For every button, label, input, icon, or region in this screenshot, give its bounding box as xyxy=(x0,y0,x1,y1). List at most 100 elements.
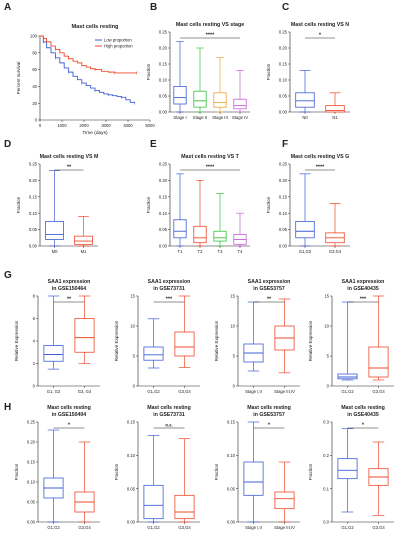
y-tick-label-G4: 15 xyxy=(324,294,329,299)
y-tick-label-C: 0.10 xyxy=(279,78,288,83)
y-tick-label-H4: 0.0 xyxy=(323,520,329,525)
x-tick-label-B: Stage IV xyxy=(232,115,248,120)
chart-title-H2: in GSE73731 xyxy=(153,412,185,418)
y-tick-label-H3: 0.00 xyxy=(227,520,236,525)
box-body-C xyxy=(295,92,315,108)
panel-label-A: A xyxy=(4,2,11,13)
y-axis-title-C: Fraction xyxy=(266,63,271,80)
x-tick-label-G2: G3,G4 xyxy=(178,389,191,394)
box-body-B xyxy=(173,86,187,105)
y-tick-label-G1: 0 xyxy=(33,384,36,389)
y-tick-label-A: 20 xyxy=(32,101,37,106)
x-tick-label-E: T4 xyxy=(238,249,244,254)
box-body-C xyxy=(325,105,345,113)
y-tick-label-H2: 0.15 xyxy=(127,420,136,425)
chart-title-H1: in GSE150404 xyxy=(52,412,86,418)
y-tick-label-G3: 10 xyxy=(230,324,235,329)
panel-label-E: E xyxy=(150,139,157,150)
y-tick-label-H1: 0.20 xyxy=(27,440,36,445)
box-body-B xyxy=(233,98,247,110)
y-tick-label-H1: 0.10 xyxy=(27,480,36,485)
chart-title-G4: SAA1 expression xyxy=(342,279,385,285)
x-tick-label-A: 5000 xyxy=(145,123,155,128)
y-tick-label-H4: 0.1 xyxy=(323,486,329,491)
x-tick-label-B: Stage II xyxy=(193,115,207,120)
survival-curve-0 xyxy=(40,35,136,104)
x-tick-label-E: T1 xyxy=(178,249,184,254)
x-tick-label-A: 2000 xyxy=(79,123,89,128)
chart-title-G2: SAA1 expression xyxy=(148,279,191,285)
y-tick-label-D: 0.00 xyxy=(29,244,38,249)
significance-label-D: ** xyxy=(67,165,72,171)
y-tick-label-H2: 0.00 xyxy=(127,520,136,525)
y-tick-label-D: 0.25 xyxy=(29,162,38,167)
chart-title-H2: Mast cells resting xyxy=(147,405,191,411)
chart-title-G1: in GSE150464 xyxy=(52,286,86,292)
chart-title-H1: Mast cells resting xyxy=(47,405,91,411)
legend-label-0: Low proportion xyxy=(104,38,132,43)
y-tick-label-F: 0.05 xyxy=(279,227,288,232)
box-body-G2 xyxy=(174,331,195,357)
y-tick-label-A: 0 xyxy=(35,118,38,123)
survival-curve-1 xyxy=(40,35,137,74)
box-body-G1 xyxy=(74,318,95,353)
x-tick-label-A: 0 xyxy=(39,123,42,128)
y-axis-title-A: Percent survival xyxy=(16,62,21,95)
y-tick-label-A: 100 xyxy=(30,34,38,39)
chart-title-H4: in GSE40435 xyxy=(347,412,379,418)
box-body-E xyxy=(173,219,187,239)
y-axis-title-G1: Relative Expression xyxy=(14,320,19,361)
y-axis-title-H2: Fraction xyxy=(114,463,119,480)
panel-label-D: D xyxy=(4,139,11,150)
chart-title-H3: in GSE53757 xyxy=(253,412,285,418)
box-body-H3 xyxy=(274,491,295,510)
y-tick-label-E: 0.15 xyxy=(159,194,168,199)
x-tick-label-H2: G3,G4 xyxy=(178,525,191,530)
box-body-H4 xyxy=(337,458,358,480)
legend-label-1: High proportion xyxy=(104,44,133,49)
panel-label-H1: H xyxy=(4,402,11,413)
y-tick-label-B: 0.25 xyxy=(159,30,168,35)
significance-label-G4: *** xyxy=(360,297,367,303)
y-tick-label-B: 0.20 xyxy=(159,46,168,51)
y-tick-label-E: 0.20 xyxy=(159,178,168,183)
y-axis-title-G2: Relative Expression xyxy=(114,320,119,361)
y-tick-label-G2: 15 xyxy=(130,294,135,299)
significance-label-F: **** xyxy=(316,165,325,171)
y-tick-label-H2: 0.10 xyxy=(127,453,136,458)
box-body-F xyxy=(295,220,315,239)
x-tick-label-F: G1,G2 xyxy=(299,249,312,254)
significance-label-G1: ** xyxy=(67,297,72,303)
y-tick-label-G1: 2 xyxy=(33,361,36,366)
y-tick-label-E: 0.25 xyxy=(159,162,168,167)
y-tick-label-H3: 0.05 xyxy=(227,486,236,491)
y-tick-label-F: 0.00 xyxy=(279,244,288,249)
y-tick-label-G3: 0 xyxy=(233,384,236,389)
box-body-H2 xyxy=(174,494,195,520)
y-tick-label-G4: 5 xyxy=(327,354,330,359)
y-tick-label-C: 0.05 xyxy=(279,94,288,99)
y-tick-label-A: 40 xyxy=(32,84,37,89)
y-tick-label-H3: 0.15 xyxy=(227,420,236,425)
y-tick-label-G4: 0 xyxy=(327,384,330,389)
x-tick-label-H2: G1,G2 xyxy=(147,525,160,530)
y-axis-title-H1: Fraction xyxy=(14,463,19,480)
panel-label-B: B xyxy=(150,2,157,13)
y-tick-label-G2: 10 xyxy=(130,324,135,329)
x-tick-label-H1: G3,G4 xyxy=(78,525,91,530)
chart-title-G3: SAA1 expression xyxy=(248,279,291,285)
box-body-G4 xyxy=(368,346,389,378)
chart-title-G1: SAA1 expression xyxy=(48,279,91,285)
box-body-D xyxy=(45,220,64,240)
box-body-G2 xyxy=(143,346,164,361)
box-body-G1 xyxy=(43,345,64,362)
y-tick-label-B: 0.10 xyxy=(159,78,168,83)
y-axis-title-D: Fraction xyxy=(16,196,21,213)
x-axis-title-A: Time (days) xyxy=(82,130,108,136)
y-axis-title-G3: Relative Expression xyxy=(214,320,219,361)
box-body-H3 xyxy=(243,461,264,496)
x-tick-label-H3: Stage III,IV xyxy=(274,525,295,530)
y-tick-label-F: 0.20 xyxy=(279,178,288,183)
chart-title-F: Mast cells resting VS G xyxy=(291,154,350,160)
